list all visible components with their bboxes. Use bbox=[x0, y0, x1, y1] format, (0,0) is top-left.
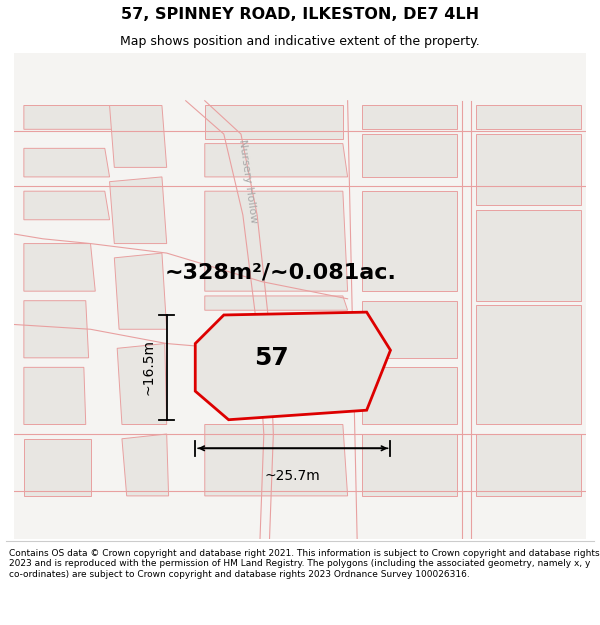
Text: 57, SPINNEY ROAD, ILKESTON, DE7 4LH: 57, SPINNEY ROAD, ILKESTON, DE7 4LH bbox=[121, 8, 479, 22]
Polygon shape bbox=[205, 106, 343, 139]
Polygon shape bbox=[362, 301, 457, 358]
Polygon shape bbox=[24, 301, 89, 358]
Polygon shape bbox=[476, 434, 581, 496]
Polygon shape bbox=[476, 306, 581, 424]
Text: Map shows position and indicative extent of the property.: Map shows position and indicative extent… bbox=[120, 35, 480, 48]
Text: ~328m²/~0.081ac.: ~328m²/~0.081ac. bbox=[165, 262, 397, 282]
Polygon shape bbox=[24, 106, 162, 129]
Polygon shape bbox=[24, 191, 110, 220]
Text: Contains OS data © Crown copyright and database right 2021. This information is : Contains OS data © Crown copyright and d… bbox=[9, 549, 599, 579]
Polygon shape bbox=[205, 424, 347, 496]
Polygon shape bbox=[476, 134, 581, 206]
Text: Nursery Hollow: Nursery Hollow bbox=[237, 139, 259, 224]
Polygon shape bbox=[195, 312, 391, 420]
Polygon shape bbox=[115, 253, 167, 329]
Polygon shape bbox=[362, 368, 457, 424]
Text: ~25.7m: ~25.7m bbox=[265, 469, 321, 483]
Text: Nursery Hollow: Nursery Hollow bbox=[249, 329, 271, 415]
Polygon shape bbox=[362, 134, 457, 177]
Polygon shape bbox=[362, 106, 457, 129]
Polygon shape bbox=[24, 244, 95, 291]
Polygon shape bbox=[362, 434, 457, 496]
Polygon shape bbox=[117, 344, 167, 424]
Text: ~16.5m: ~16.5m bbox=[141, 339, 155, 396]
Polygon shape bbox=[110, 106, 167, 168]
Polygon shape bbox=[24, 148, 110, 177]
Polygon shape bbox=[476, 210, 581, 301]
Polygon shape bbox=[362, 191, 457, 291]
Polygon shape bbox=[122, 434, 169, 496]
Polygon shape bbox=[205, 144, 347, 177]
Polygon shape bbox=[205, 296, 347, 310]
Polygon shape bbox=[24, 368, 86, 424]
Polygon shape bbox=[476, 106, 581, 129]
Polygon shape bbox=[24, 439, 91, 496]
Polygon shape bbox=[205, 191, 347, 291]
Text: 57: 57 bbox=[254, 346, 289, 370]
Polygon shape bbox=[110, 177, 167, 244]
